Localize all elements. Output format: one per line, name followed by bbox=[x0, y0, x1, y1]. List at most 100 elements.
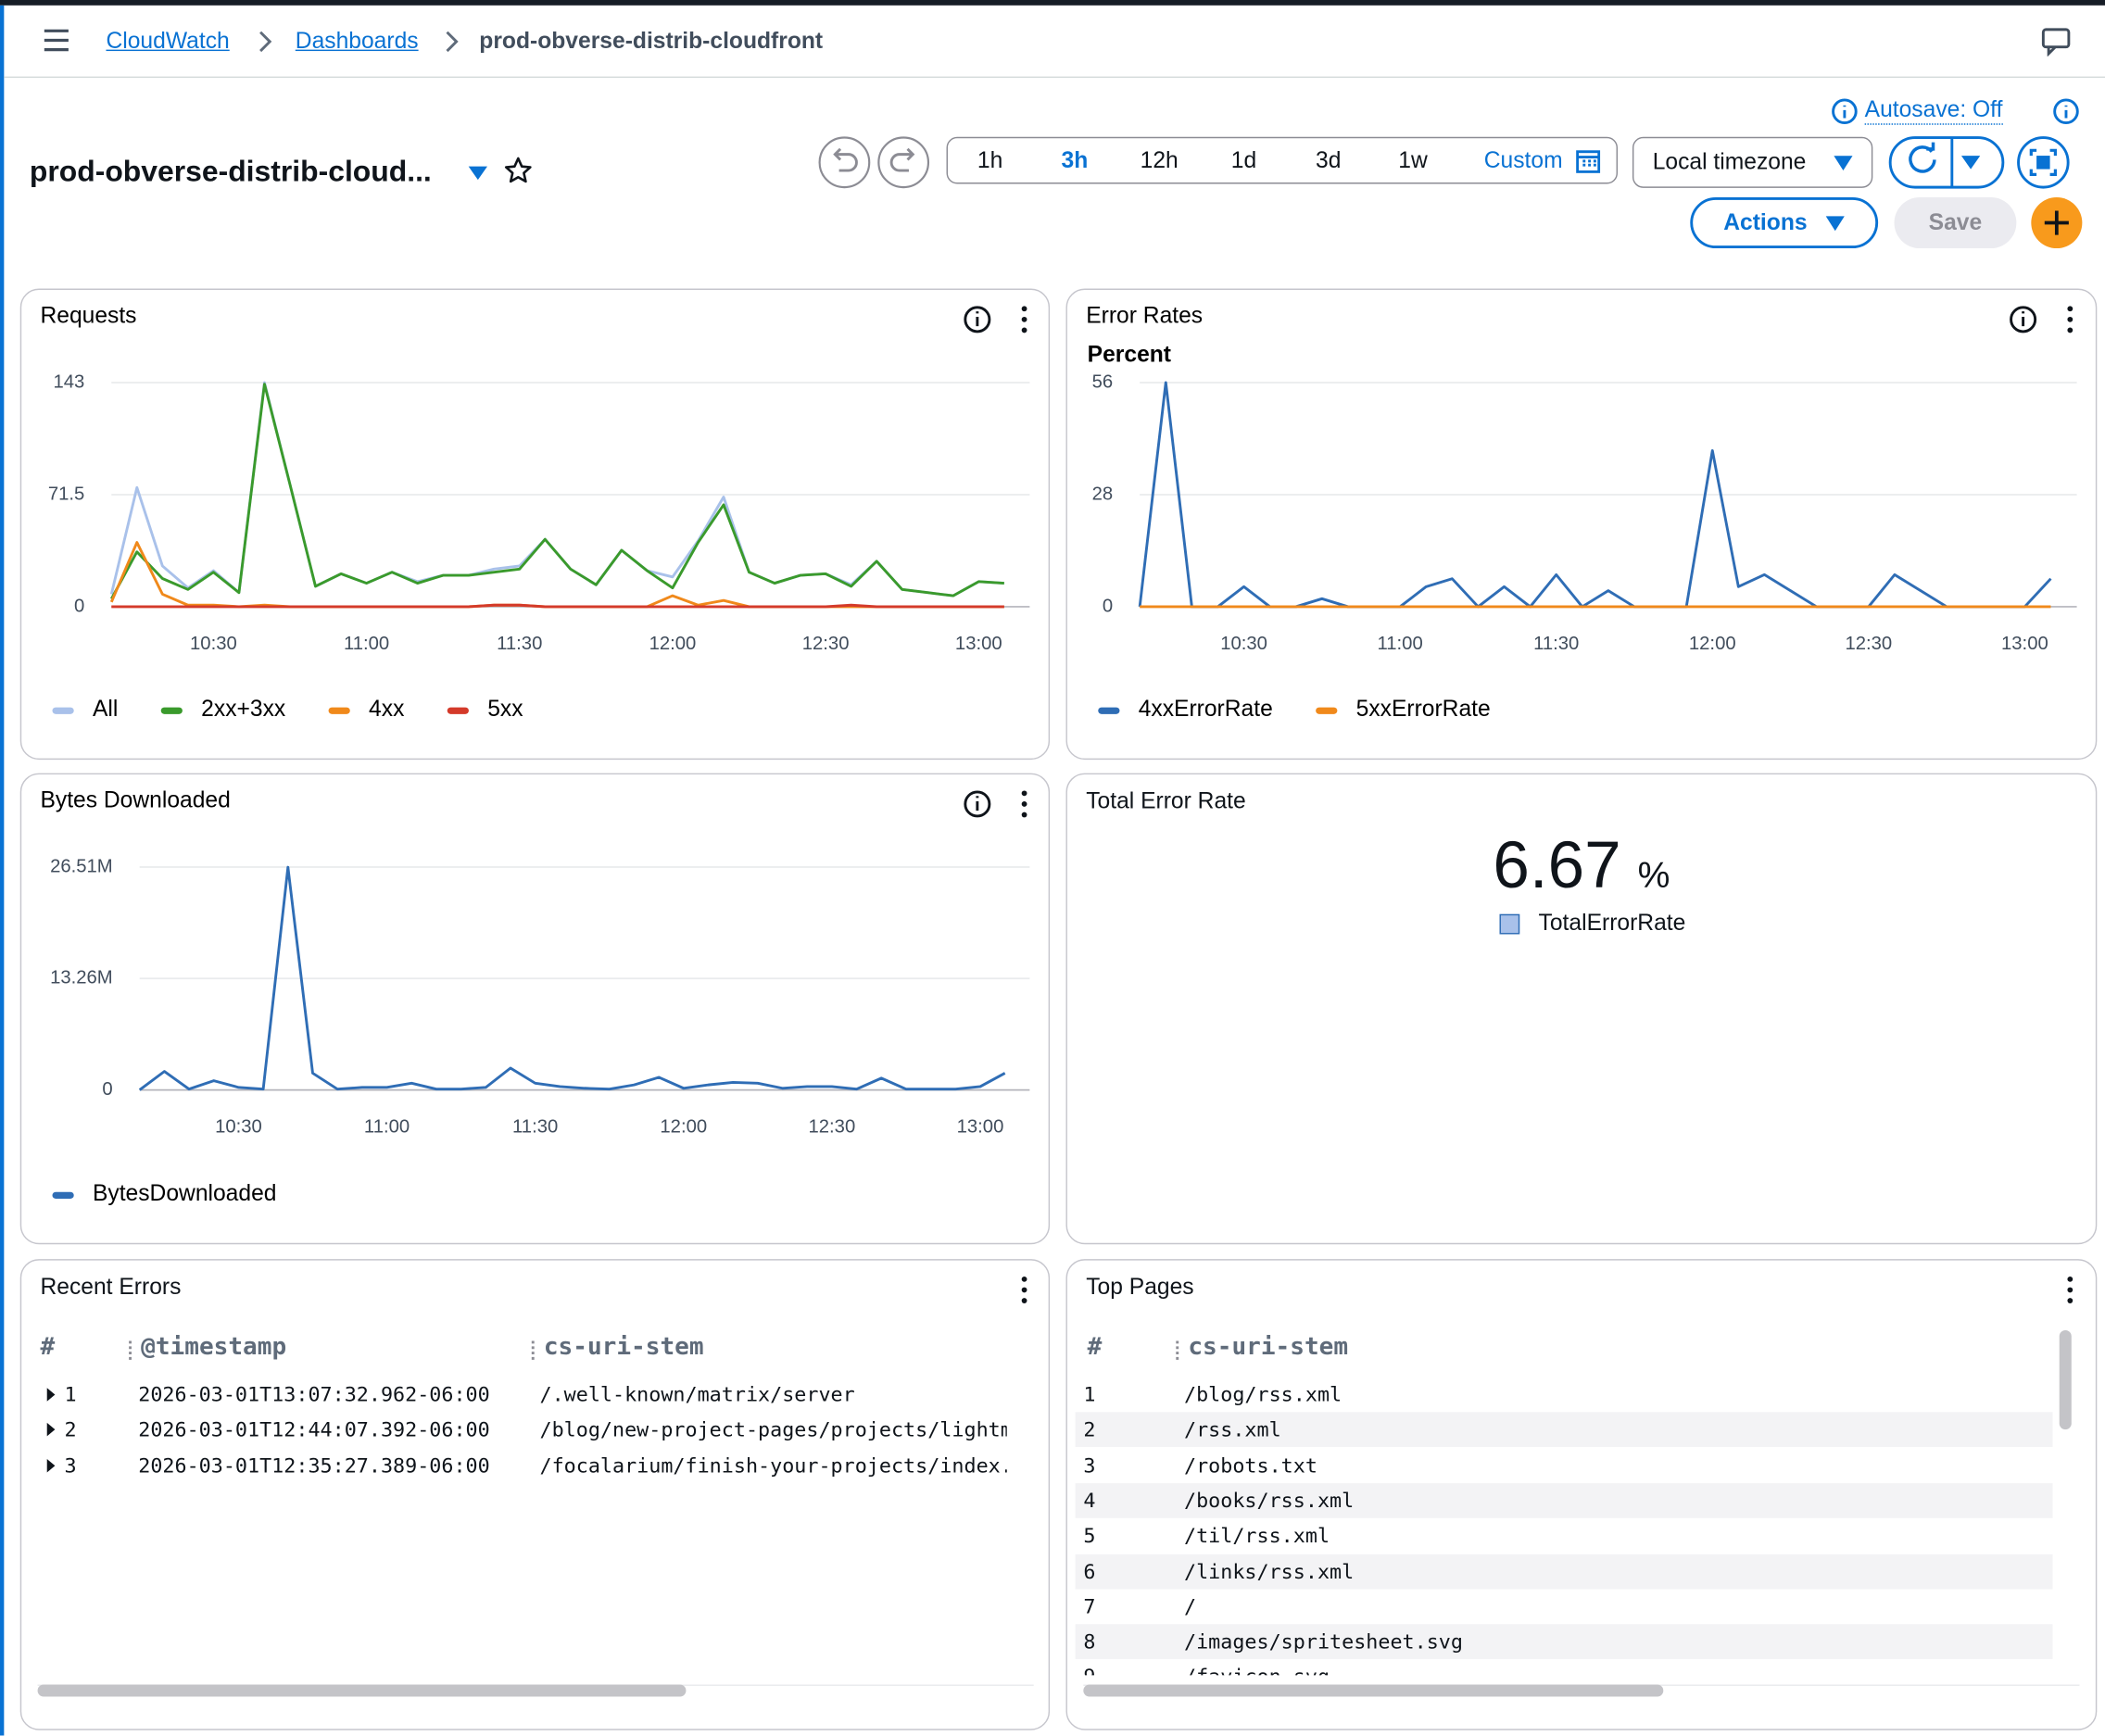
table-cell: / bbox=[1184, 1594, 1197, 1619]
table-cell: 2 bbox=[1083, 1417, 1096, 1442]
dropdown-caret bbox=[1834, 155, 1853, 170]
time-range-option[interactable]: 1w bbox=[1398, 146, 1428, 173]
legend-label[interactable]: 4xxErrorRate bbox=[1139, 697, 1273, 722]
refresh-controls[interactable] bbox=[1887, 135, 2088, 192]
legend-label[interactable]: 5xxErrorRate bbox=[1356, 697, 1491, 722]
expand-caret[interactable] bbox=[46, 1423, 56, 1437]
menu-dot[interactable] bbox=[1021, 1287, 1027, 1293]
legend-label[interactable]: 4xx bbox=[369, 697, 405, 722]
table-body: 1 2026-03-01T13:07:32.962-06:00 /.well-kno… bbox=[21, 1377, 1007, 1676]
widget-icons bbox=[1021, 1276, 1027, 1303]
legend-swatch bbox=[52, 707, 74, 714]
expand-caret[interactable] bbox=[46, 1458, 56, 1472]
x-tick-label: 12:00 bbox=[660, 1117, 707, 1138]
vertical-scrollbar-thumb[interactable] bbox=[2059, 1329, 2072, 1430]
series-line bbox=[109, 381, 1004, 598]
title-dropdown[interactable] bbox=[467, 165, 488, 181]
x-tick-label: 12:30 bbox=[809, 1117, 856, 1138]
calendar-icon[interactable] bbox=[1576, 148, 1601, 173]
menu-dot[interactable] bbox=[2067, 306, 2073, 312]
dashboard-title: prod-obverse-distrib-cloud... bbox=[29, 154, 432, 188]
menu-dot[interactable] bbox=[1021, 1298, 1027, 1303]
series-line bbox=[109, 541, 1004, 609]
recent-errors-widget: Recent Errors # @timestamp cs-uri-stem 1 202… bbox=[19, 1259, 1051, 1730]
legend-label[interactable]: BytesDownloaded bbox=[93, 1181, 277, 1206]
x-tick-label: 11:30 bbox=[512, 1117, 558, 1138]
widget-icons bbox=[2067, 1276, 2073, 1303]
menu-dot[interactable] bbox=[2067, 1287, 2073, 1293]
info-icon[interactable] bbox=[964, 306, 991, 333]
timezone-select[interactable]: Local timezone bbox=[1632, 136, 1873, 188]
table-cell: /books/rss.xml bbox=[1184, 1488, 1355, 1513]
column-header: @timestamp bbox=[141, 1332, 287, 1362]
table-body: 1/blog/rss.xml 2/rss.xml 3/robots.txt 4/boo… bbox=[1067, 1377, 2053, 1675]
left-accent bbox=[0, 5, 5, 1736]
breadcrumb[interactable]: CloudWatch bbox=[106, 28, 230, 54]
y-tick-label: 0 bbox=[1103, 596, 1113, 616]
legend-swatch bbox=[1499, 913, 1520, 934]
table-cell: 3 bbox=[1083, 1453, 1096, 1478]
chevron bbox=[446, 31, 459, 53]
menu-dot[interactable] bbox=[1021, 790, 1027, 797]
legend-label[interactable]: 5xx bbox=[487, 697, 523, 722]
custom-range[interactable]: Custom bbox=[1483, 146, 1563, 173]
row-stripe bbox=[1075, 1624, 2053, 1660]
table-cell: /rss.xml bbox=[1184, 1417, 1281, 1442]
x-tick-label: 13:00 bbox=[2001, 634, 2048, 654]
info-icon[interactable] bbox=[964, 790, 991, 818]
menu-dot[interactable] bbox=[1021, 1276, 1027, 1282]
widget-title: Bytes Downloaded bbox=[40, 788, 230, 813]
favorite-star[interactable] bbox=[503, 156, 533, 185]
info-icon[interactable] bbox=[2010, 306, 2037, 333]
menu-dot[interactable] bbox=[1021, 316, 1027, 322]
y-tick-label: 28 bbox=[1092, 484, 1114, 504]
menu-dot[interactable] bbox=[2067, 1298, 2073, 1303]
undo-redo[interactable] bbox=[817, 135, 933, 192]
table-cell: /focalarium/finish-your-projects/index.f… bbox=[539, 1453, 1007, 1478]
single-value: 6.67 % bbox=[1067, 828, 2096, 903]
time-range-option[interactable]: 3h bbox=[1061, 146, 1089, 173]
table-cell: /images/spritesheet.svg bbox=[1184, 1629, 1463, 1654]
legend-swatch bbox=[160, 707, 183, 714]
time-range-option[interactable]: 1d bbox=[1230, 146, 1257, 173]
legend-label[interactable]: All bbox=[93, 697, 118, 722]
table-cell: /.well-known/matrix/server bbox=[539, 1382, 855, 1407]
menu-dot[interactable] bbox=[1021, 327, 1027, 333]
dropdown-caret bbox=[1825, 215, 1846, 231]
menu-dot[interactable] bbox=[1021, 811, 1027, 818]
actions-button[interactable]: Actions bbox=[1690, 197, 1879, 249]
table-cell: 1 bbox=[1083, 1382, 1096, 1407]
info-icon[interactable] bbox=[2052, 98, 2079, 125]
time-range-option[interactable]: 3d bbox=[1316, 146, 1342, 173]
time-range-option[interactable]: 12h bbox=[1140, 146, 1179, 173]
time-range-selector: 1h 3h 12h 1d 3d 1w Custom bbox=[946, 136, 1619, 184]
x-tick-label: 12:30 bbox=[1845, 634, 1892, 654]
legend-label[interactable]: 2xx+3xx bbox=[201, 697, 286, 722]
save-button[interactable]: Save bbox=[1894, 197, 2017, 249]
autosave-toggle[interactable]: Autosave: Off bbox=[1864, 96, 2003, 125]
x-tick-label: 12:30 bbox=[802, 634, 850, 654]
menu-dot[interactable] bbox=[2067, 316, 2073, 322]
table-cell: 4 bbox=[1083, 1488, 1096, 1513]
menu-dot[interactable] bbox=[2067, 327, 2073, 333]
legend-swatch bbox=[328, 707, 350, 714]
time-range-option[interactable]: 1h bbox=[977, 146, 1003, 173]
menu-dot[interactable] bbox=[1021, 801, 1027, 807]
table-cell: 8 bbox=[1083, 1629, 1096, 1654]
column-header: cs-uri-stem bbox=[543, 1332, 704, 1362]
menu-icon[interactable] bbox=[43, 28, 69, 52]
feedback-icon[interactable] bbox=[2040, 27, 2073, 57]
table-cell: /robots.txt bbox=[1184, 1453, 1317, 1478]
menu-dot[interactable] bbox=[1021, 306, 1027, 312]
table-cell: 2 bbox=[64, 1417, 77, 1442]
expand-caret[interactable] bbox=[46, 1388, 56, 1402]
breadcrumb[interactable]: Dashboards bbox=[295, 28, 419, 54]
menu-dot[interactable] bbox=[2067, 1276, 2073, 1282]
scrollbar-thumb[interactable] bbox=[37, 1684, 687, 1697]
x-tick-label: 10:30 bbox=[215, 1117, 262, 1138]
scrollbar-thumb[interactable] bbox=[1083, 1684, 1664, 1697]
table-cell: /links/rss.xml bbox=[1184, 1558, 1355, 1584]
add-widget-button[interactable] bbox=[2030, 196, 2084, 250]
top-bar bbox=[0, 0, 2105, 6]
row-stripe bbox=[1075, 1482, 2053, 1518]
